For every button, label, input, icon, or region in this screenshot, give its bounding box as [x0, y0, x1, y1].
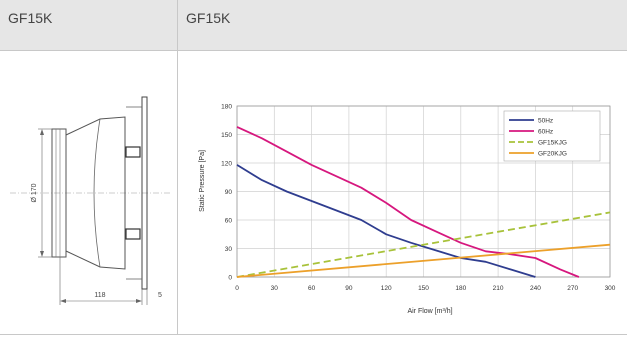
dim-arrow [60, 299, 66, 303]
mounting-flange [141, 96, 148, 290]
x-tick-label: 270 [567, 285, 578, 292]
series-line-50hz [236, 164, 536, 278]
x-tick-label: 180 [455, 285, 466, 292]
x-tick-label: 30 [271, 285, 279, 292]
x-tick-label: 0 [235, 285, 239, 292]
chart-axes: 0 30 60 90 120 150 180 210 240 270 300 0 30 60 90 120 15… [221, 104, 616, 293]
series-line-gf15kjg [236, 211, 611, 278]
fan-dimension-drawing: Ø 170 118 5 [10, 96, 170, 305]
chart-legend: 50Hz 60Hz GF15KJG GF20KJG [503, 110, 601, 162]
legend-label: GF20KJG [538, 151, 567, 158]
x-tick-label: 240 [530, 285, 541, 292]
dim-arrow [40, 129, 44, 135]
y-axis-label: Static Pressure [Pa] [199, 150, 206, 212]
y-tick-label: 60 [225, 218, 233, 225]
legend-label: GF15KJG [538, 140, 567, 147]
diameter-label: Ø 170 [31, 183, 38, 202]
header-cell-model-right: GF15K [186, 10, 231, 26]
flange-label: 5 [158, 292, 162, 299]
legend-label: 60Hz [538, 129, 553, 136]
x-axis-label: Air Flow [m³/h] [407, 308, 452, 315]
performance-chart-cell: 0 30 60 90 120 150 180 210 240 270 300 0 30 60 90 120 15… [178, 51, 627, 335]
x-tick-label: 150 [418, 285, 429, 292]
y-tick-label: 180 [221, 104, 232, 111]
y-tick-label: 90 [225, 189, 233, 196]
motor-bracket-bottom [125, 228, 141, 240]
legend-label: 50Hz [538, 118, 553, 125]
series-line-60hz [236, 126, 580, 278]
dimension-drawing-cell: Ø 170 118 5 [0, 51, 178, 335]
x-tick-label: 210 [493, 285, 504, 292]
y-tick-label: 0 [228, 275, 232, 282]
x-tick-label: 120 [381, 285, 392, 292]
header-cell-model-left: GF15K [0, 0, 178, 50]
table-bottom-border [0, 334, 627, 335]
fan-hub-curve [93, 118, 101, 268]
plot-frame [236, 105, 611, 278]
y-tick-label: 30 [225, 246, 233, 253]
y-tick-label: 150 [221, 132, 232, 139]
x-tick-label: 60 [308, 285, 316, 292]
series-line-gf20kjg [236, 243, 611, 278]
depth-label: 118 [94, 292, 105, 299]
x-tick-label: 300 [605, 285, 616, 292]
y-tick-label: 120 [221, 161, 232, 168]
performance-chart: 0 30 60 90 120 150 180 210 240 270 300 0 30 60 90 120 15… [199, 104, 616, 316]
dim-arrow [136, 299, 142, 303]
chart-series-group [236, 126, 611, 278]
motor-bracket-top [125, 146, 141, 158]
x-tick-label: 90 [345, 285, 353, 292]
table-header-row: GF15K GF15K [0, 0, 627, 51]
dim-arrow [40, 251, 44, 257]
